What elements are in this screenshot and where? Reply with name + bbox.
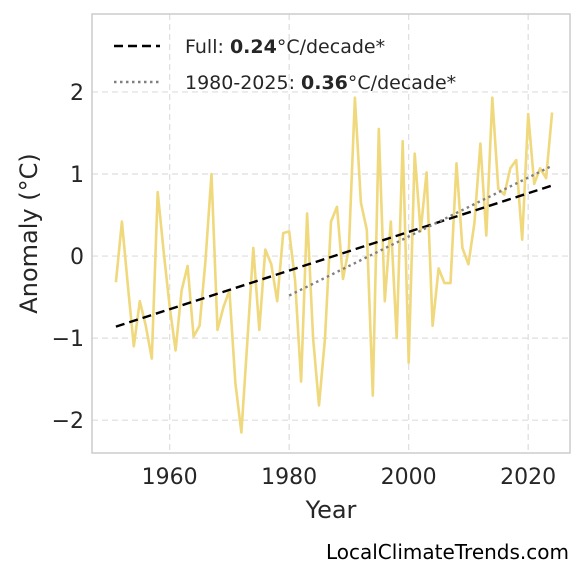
x-tick-label: 1960 [142,465,198,490]
trend-line-recent [288,164,553,297]
legend: Full: 0.24°C/decade* 1980-2025: 0.36°C/d… [114,36,456,94]
legend-full-rate: 0.24 [230,36,277,58]
grid [92,14,570,453]
x-tick-label: 1980 [261,465,317,490]
credit-text: LocalClimateTrends.com [325,540,569,564]
trend-line-full [115,184,553,328]
x-axis-label: Year [305,496,357,524]
tick-labels: 1960 1980 2000 2020 −2 −1 0 1 2 [52,81,557,490]
legend-recent-unit: °C/decade* [348,72,456,94]
y-axis-label: Anomaly (°C) [15,153,43,313]
series-layer [114,96,554,434]
legend-recent-prefix: 1980-2025: [185,72,301,94]
legend-full-unit: °C/decade* [277,36,385,58]
legend-recent-rate: 0.36 [301,72,348,94]
x-tick-label: 2020 [500,465,556,490]
y-tick-label: 0 [70,245,84,270]
y-tick-label: 1 [70,163,84,188]
legend-entry-recent: 1980-2025: 0.36°C/decade* [185,72,456,94]
anomaly-series-line [114,96,554,434]
y-tick-label: −2 [52,409,84,434]
legend-full-prefix: Full: [185,36,230,58]
x-tick-label: 2000 [381,465,437,490]
legend-entry-full: Full: 0.24°C/decade* [185,36,385,58]
plot-frame [91,13,571,454]
anomaly-chart: 1960 1980 2000 2020 −2 −1 0 1 2 Year Anomaly (°C… [15,13,571,524]
y-tick-label: −1 [52,327,84,352]
y-tick-label: 2 [70,81,84,106]
